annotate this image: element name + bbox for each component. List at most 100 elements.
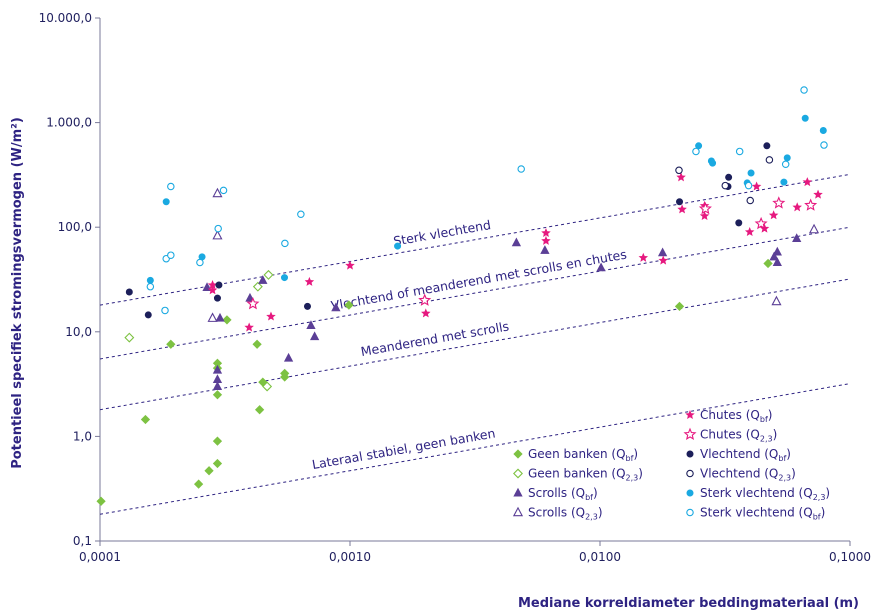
data-point [541, 228, 551, 238]
y-tick-label: 10,0 [65, 325, 92, 339]
data-point [96, 496, 106, 506]
data-point [698, 201, 712, 215]
data-point [638, 252, 649, 262]
data-point [783, 154, 791, 162]
data-point [258, 275, 268, 284]
data-point [222, 315, 232, 325]
data-point [166, 339, 176, 349]
legend-marker [686, 508, 694, 517]
threshold-line [99, 383, 851, 515]
data-point [193, 479, 204, 489]
data-point [266, 311, 276, 321]
data-point [596, 262, 606, 272]
data-point [212, 458, 223, 469]
data-point [725, 173, 733, 181]
data-point [280, 274, 288, 282]
data-point [146, 276, 154, 284]
data-point [763, 258, 773, 269]
legend-label: Chutes (Qbf) [700, 408, 772, 424]
data-point [303, 302, 311, 310]
data-point [820, 141, 828, 149]
data-point [735, 147, 744, 156]
data-point [283, 352, 294, 362]
legend-label: Geen banken (Q2,3) [528, 467, 643, 483]
data-point [252, 339, 262, 349]
data-point [280, 368, 290, 379]
data-point [144, 311, 152, 319]
data-point [214, 224, 222, 233]
legend-label: Vlechtend (Qbf) [700, 447, 791, 463]
data-point [212, 229, 223, 240]
chart-axes: 0,1 1,0 10,0 100,0 1.000,0 10.000,0 0,0001 0,00… [39, 11, 871, 564]
data-point [800, 86, 808, 94]
data-point [676, 198, 684, 206]
x-tick-label: 0,1000 [829, 550, 871, 564]
data-point [207, 285, 218, 295]
data-point [421, 308, 431, 318]
data-point [781, 160, 790, 168]
data-point [772, 196, 786, 209]
x-axis-title: Mediane korreldiameter beddingmateriaal … [518, 596, 859, 611]
legend-marker [686, 450, 694, 458]
data-point [674, 301, 685, 312]
data-point [802, 177, 813, 187]
threshold-line-label: Sterk vlechtend [392, 217, 492, 249]
data-point [394, 242, 402, 250]
data-point [345, 260, 355, 270]
data-point [125, 288, 133, 296]
legend-marker [512, 506, 524, 517]
data-point [244, 322, 254, 332]
threshold-line-label: Meanderend met scrolls [360, 318, 511, 359]
data-point [306, 320, 316, 329]
data-point [771, 295, 782, 306]
data-point [167, 251, 175, 259]
data-point [768, 210, 779, 220]
legend-marker [513, 487, 523, 497]
data-point [747, 169, 755, 177]
data-point [331, 302, 341, 312]
threshold-line-label: Vlechtend of meanderend met scrolls en c… [330, 247, 628, 314]
data-points [96, 86, 828, 506]
data-point [765, 156, 774, 164]
legend-label: Scrolls (Qbf) [528, 486, 598, 502]
data-point [658, 255, 668, 265]
data-point [772, 246, 782, 256]
data-point [212, 187, 223, 198]
legend-label: Chutes (Q2,3) [700, 428, 777, 444]
legend: Geen banken (Qbf) Geen banken (Q2,3) Scrol… [512, 408, 830, 522]
data-point [309, 331, 320, 341]
data-point [252, 281, 263, 292]
threshold-line [99, 278, 851, 411]
data-point [769, 251, 779, 261]
data-point [124, 332, 135, 343]
threshold-line-label: Lateraal stabiel, geen banken [311, 425, 497, 472]
legend-marker [513, 468, 523, 479]
legend-marker [685, 410, 695, 420]
data-point [735, 219, 743, 227]
data-point [262, 381, 273, 392]
data-point [675, 166, 683, 175]
data-point [721, 181, 730, 190]
data-point [819, 127, 827, 135]
y-tick-label: 0,1 [73, 534, 92, 548]
legend-marker [513, 449, 523, 459]
x-tick-label: 0,0001 [79, 550, 121, 564]
data-point [540, 245, 550, 254]
data-point [792, 233, 802, 243]
data-point [254, 405, 265, 415]
data-point [746, 196, 754, 205]
data-point [418, 293, 432, 306]
data-point [146, 282, 155, 291]
y-axis-title: Potentieel specifiek stromingsvermogen (… [10, 117, 25, 469]
data-point [744, 181, 753, 190]
data-point [657, 247, 668, 257]
data-point [780, 178, 788, 186]
data-point [304, 276, 315, 286]
data-point [204, 466, 214, 476]
data-point [212, 390, 223, 400]
data-point [344, 300, 354, 310]
data-point [792, 202, 802, 212]
data-point [709, 159, 717, 167]
y-tick-label: 10.000,0 [39, 11, 92, 25]
data-point [676, 172, 686, 182]
